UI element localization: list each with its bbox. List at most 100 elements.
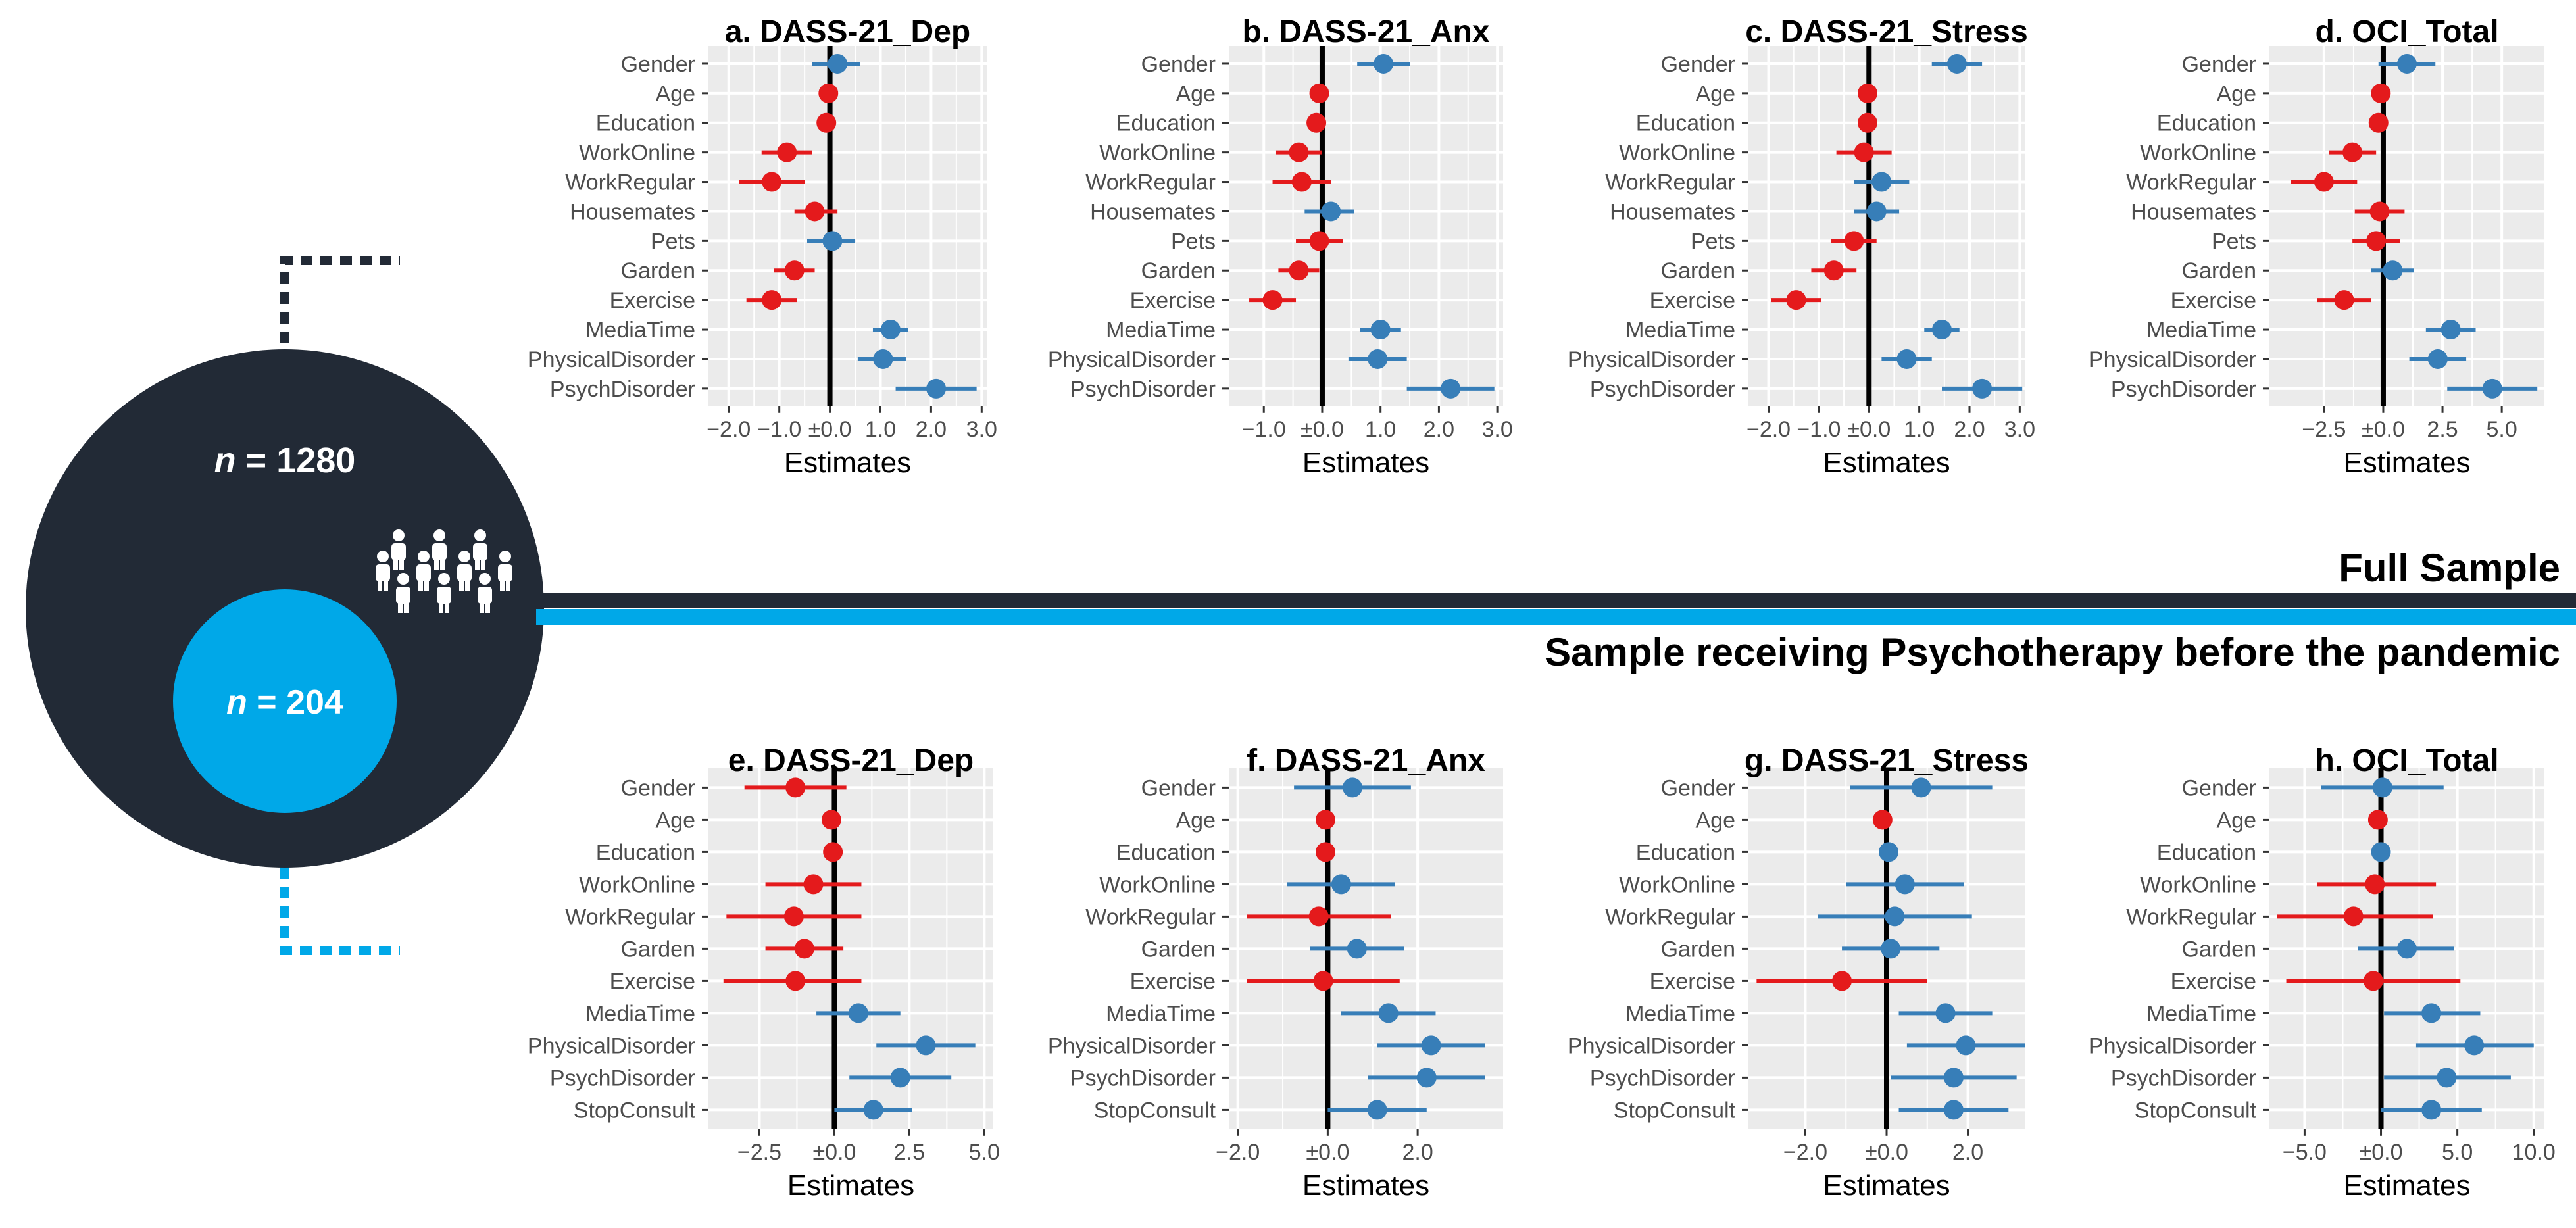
estimate-point xyxy=(890,1068,910,1088)
category-label: WorkOnline xyxy=(1099,141,1216,166)
estimate-point xyxy=(762,290,782,310)
x-axis-label: Estimates xyxy=(1302,447,1429,479)
category-label: PhysicalDisorder xyxy=(528,1033,695,1058)
category-label: PsychDisorder xyxy=(2111,377,2256,402)
estimate-point xyxy=(803,874,824,895)
estimate-point xyxy=(2437,1068,2457,1088)
x-axis-label: Estimates xyxy=(784,447,911,479)
person-body-icon xyxy=(437,587,451,604)
person-leg-icon xyxy=(465,580,470,591)
estimate-point xyxy=(1378,1003,1399,1023)
person-leg-icon xyxy=(475,559,480,570)
estimate-point xyxy=(1786,290,1806,310)
category-label: Education xyxy=(1636,840,1735,865)
plot-title: f. DASS-21_Anx xyxy=(1247,743,1485,778)
estimate-point xyxy=(794,939,814,959)
person-body-icon xyxy=(457,564,472,581)
estimate-point xyxy=(783,906,804,927)
plot-title: g. DASS-21_Stress xyxy=(1745,743,2029,778)
estimate-point xyxy=(2314,172,2334,192)
category-label: Garden xyxy=(2182,258,2256,283)
category-label: Gender xyxy=(1141,52,1216,77)
estimate-point xyxy=(1832,971,1852,991)
person-body-icon xyxy=(376,564,390,581)
estimate-point xyxy=(1315,842,1335,862)
person-head-icon xyxy=(474,529,486,541)
estimate-point xyxy=(1895,874,1915,895)
category-label: PhysicalDisorder xyxy=(528,347,695,372)
estimate-point xyxy=(822,231,843,251)
people-group-icon xyxy=(376,529,512,613)
person-body-icon xyxy=(396,587,410,604)
person-leg-icon xyxy=(418,580,423,591)
x-tick-label: 10.0 xyxy=(2512,1140,2556,1165)
estimate-point xyxy=(880,320,901,340)
category-label: StopConsult xyxy=(574,1098,696,1123)
x-tick-label: −2.0 xyxy=(1216,1140,1260,1165)
category-label: WorkOnline xyxy=(1099,872,1216,897)
estimate-point xyxy=(805,201,825,222)
category-label: PsychDisorder xyxy=(550,1066,695,1091)
estimate-point xyxy=(2371,83,2391,103)
category-label: WorkOnline xyxy=(579,872,695,897)
x-tick-label: 3.0 xyxy=(1481,417,1512,442)
estimate-point xyxy=(2421,1100,2442,1120)
category-label: PhysicalDisorder xyxy=(2089,1033,2256,1058)
category-label: MediaTime xyxy=(1625,1001,1735,1026)
person-leg-icon xyxy=(445,602,449,613)
person-body-icon xyxy=(498,564,512,581)
category-label: MediaTime xyxy=(1106,318,1216,343)
estimate-point xyxy=(1308,906,1329,927)
category-label: MediaTime xyxy=(585,318,695,343)
category-label: WorkRegular xyxy=(565,904,695,929)
psych-sample-heading: Sample receiving Psychotherapy before th… xyxy=(1545,630,2560,674)
estimate-point xyxy=(1879,842,1899,862)
estimate-point xyxy=(848,1003,868,1023)
category-label: Education xyxy=(1636,111,1735,136)
category-label: StopConsult xyxy=(1614,1098,1736,1123)
category-label: Housemates xyxy=(2131,199,2256,224)
category-label: MediaTime xyxy=(2146,318,2256,343)
estimate-point xyxy=(2440,320,2461,340)
person-head-icon xyxy=(377,551,389,562)
plot-title: c. DASS-21_Stress xyxy=(1745,14,2028,49)
x-tick-label: −1.0 xyxy=(757,417,801,442)
forest-plot-h: Gender Age Education WorkOnline WorkRegular G… xyxy=(2089,743,2556,1202)
plot-background xyxy=(1229,46,1503,406)
category-label: WorkRegular xyxy=(1085,904,1216,929)
category-label: Housemates xyxy=(1610,199,1735,224)
category-label: PsychDisorder xyxy=(1070,1066,1216,1091)
person-head-icon xyxy=(438,573,450,585)
estimate-point xyxy=(2334,290,2354,310)
category-label: WorkRegular xyxy=(1605,170,1735,195)
estimate-point xyxy=(1315,810,1335,830)
x-axis-label: Estimates xyxy=(1302,1169,1429,1202)
estimate-point xyxy=(1871,172,1892,192)
category-label: WorkOnline xyxy=(1619,141,1735,166)
estimate-point xyxy=(2397,53,2417,74)
forest-plot-e: Gender Age Education WorkOnline WorkRegular G… xyxy=(528,743,1000,1202)
x-tick-label: 2.0 xyxy=(916,417,947,442)
person-body-icon xyxy=(416,564,431,581)
estimate-point xyxy=(1416,1068,1437,1088)
estimate-point xyxy=(1885,906,1905,927)
estimate-point xyxy=(2365,874,2385,895)
estimate-point xyxy=(2367,810,2388,830)
estimate-point xyxy=(916,1035,936,1056)
person-head-icon xyxy=(418,551,430,562)
estimate-point xyxy=(2372,777,2392,798)
category-label: WorkOnline xyxy=(2140,872,2256,897)
category-label: Education xyxy=(596,111,695,136)
x-tick-label: 5.0 xyxy=(969,1140,1000,1165)
category-label: Age xyxy=(1696,82,1736,107)
x-tick-label: 2.0 xyxy=(1402,1140,1433,1165)
estimate-point xyxy=(2369,201,2390,222)
estimate-point xyxy=(873,349,893,369)
estimate-point xyxy=(1289,142,1309,162)
x-tick-label: −2.0 xyxy=(706,417,751,442)
category-label: WorkOnline xyxy=(1619,872,1735,897)
x-tick-label: −1.0 xyxy=(1242,417,1286,442)
person-body-icon xyxy=(478,587,492,604)
estimate-point xyxy=(1935,1003,1956,1023)
forest-plot-f: Gender Age Education WorkOnline WorkRegular G… xyxy=(1048,743,1503,1202)
